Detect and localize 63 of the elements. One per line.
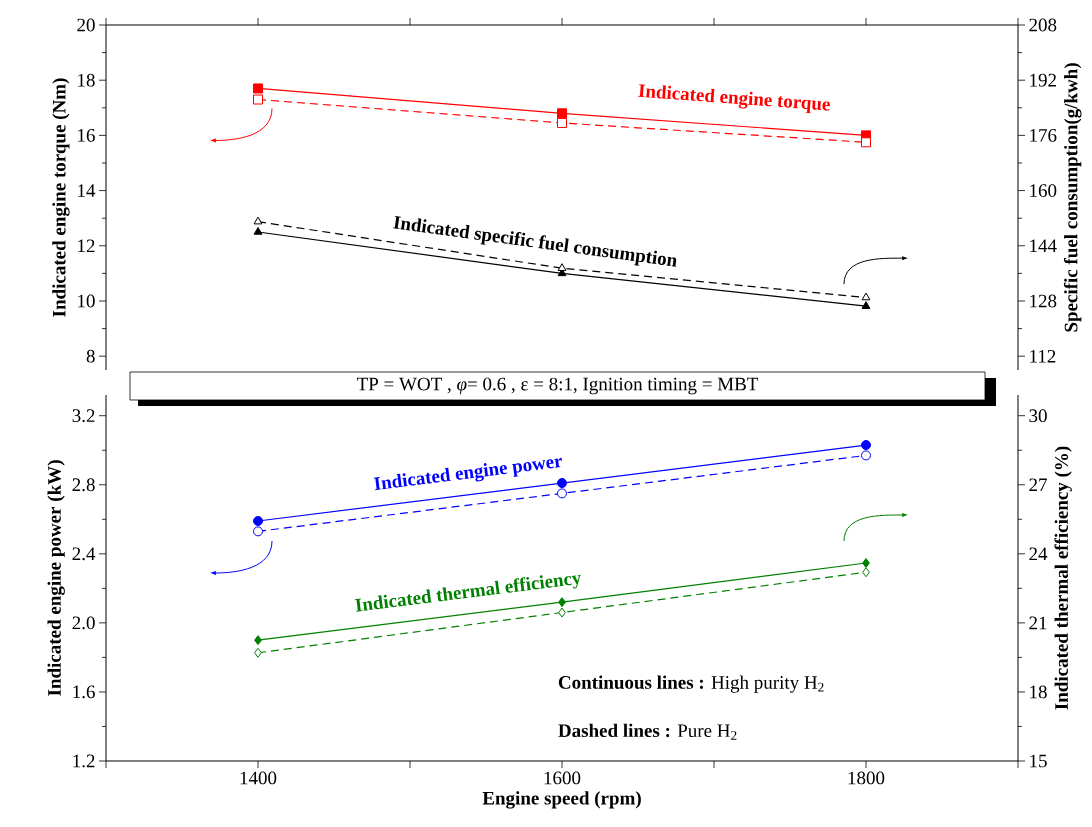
y-tick-label: 14 [78, 184, 96, 197]
point [557, 263, 567, 271]
point [558, 597, 566, 608]
y-tick-label: 20 [77, 18, 95, 32]
y-axis-title: Indicated engine torque (Nm) [52, 78, 70, 317]
point [862, 567, 870, 578]
text: TP = WOT , φ= 0.6 , ε = 8:1, Ignition timing = MBT [356, 377, 759, 395]
y2-tick-label: 27 [1029, 478, 1047, 492]
x-tick-label: 1600 [544, 771, 581, 785]
y2-tick-label: 24 [1029, 547, 1048, 561]
point [557, 478, 567, 489]
y2-tick-label: 144 [1030, 239, 1057, 253]
point [253, 94, 264, 105]
y-axis-title: Indicated engine power (kW) [47, 460, 65, 696]
point [861, 137, 871, 148]
y-tick-label: 18 [78, 73, 95, 87]
y-tick-label: 1.6 [73, 685, 95, 699]
y2-tick-label: 15 [1030, 754, 1047, 768]
x-tick-label: 1400 [240, 771, 277, 785]
y-tick-label: 2.4 [72, 547, 96, 561]
point [557, 488, 567, 499]
point [253, 83, 264, 94]
point [557, 108, 567, 119]
annotation: Continuous lines : High purity H$_{2}$ [558, 675, 824, 693]
y-tick-label: 2.8 [72, 478, 95, 492]
series-label: Indicated engine torque [638, 84, 830, 114]
point [253, 526, 264, 537]
y-tick-label: 10 [78, 294, 95, 308]
point [862, 558, 870, 569]
y-tick-label: 16 [78, 129, 95, 142]
point [861, 450, 871, 461]
point [557, 117, 567, 128]
text: Indicated specific fuel consumption [393, 215, 677, 267]
x-axis-title: Engine speed (rpm) [482, 791, 641, 809]
y-tick-label: 12 [78, 239, 95, 253]
point [253, 216, 263, 225]
point [253, 226, 263, 235]
point [861, 292, 871, 301]
x-tick-label: 1800 [848, 771, 885, 785]
annotation: Dashed lines : Pure H$_{2}$ [558, 723, 737, 740]
point [253, 516, 264, 527]
y-tick-label: 2.0 [72, 616, 95, 630]
y-tick-label: 3.2 [72, 409, 95, 423]
y2-tick-label: 176 [1030, 129, 1057, 142]
point [254, 647, 262, 658]
point [861, 301, 871, 309]
point [861, 440, 871, 451]
text: Indicated thermal efficiency [354, 574, 581, 612]
y2-tick-label: 128 [1030, 294, 1057, 308]
y2-tick-label: 160 [1030, 184, 1057, 197]
y-tick-label: 8 [86, 349, 95, 363]
y2-tick-label: 192 [1030, 73, 1056, 87]
point [254, 635, 262, 646]
y2-tick-label: 112 [1030, 349, 1056, 363]
y-tick-label: 1.2 [73, 754, 95, 768]
y2-tick-label: 30 [1029, 409, 1047, 423]
text: Indicated engine power [373, 457, 562, 491]
y2-axis-title: Indicated thermal efficiency (%) [1054, 446, 1072, 710]
y2-tick-label: 18 [1030, 685, 1047, 699]
point [558, 607, 566, 618]
y2-axis-title: Specific fuel consumption(g/kwh) [1063, 63, 1082, 332]
y2-tick-label: 208 [1029, 18, 1057, 32]
y2-tick-label: 21 [1029, 616, 1047, 630]
